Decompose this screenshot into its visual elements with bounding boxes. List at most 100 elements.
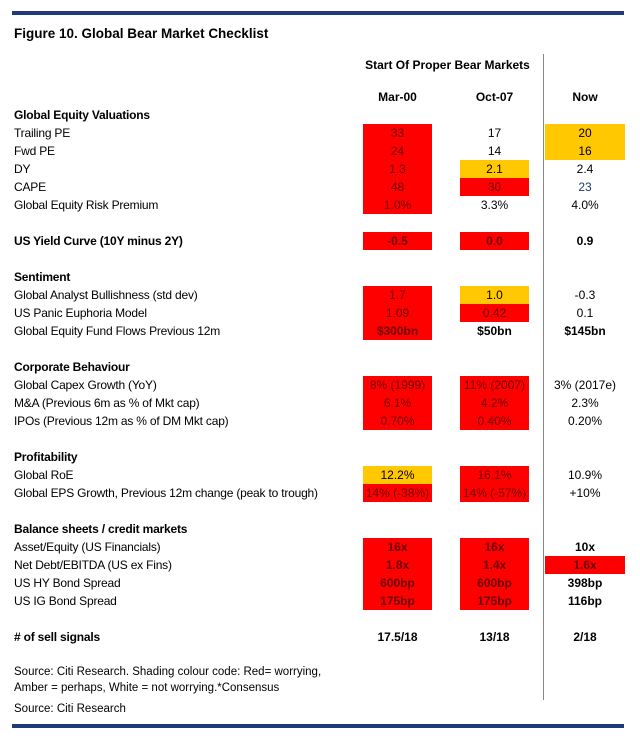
value-cell: 16x	[460, 538, 529, 556]
value-cell: 0.20%	[567, 414, 603, 428]
value-cell: 600bp	[363, 574, 432, 592]
value-cell: 14% (-57%)	[460, 484, 529, 502]
value-cell: 1.4x	[460, 556, 529, 574]
row-label: US IG Bond Spread	[14, 594, 117, 608]
value-cell: 14	[487, 144, 502, 158]
value-cell: 1.3	[363, 160, 432, 178]
value-cell: 0.40%	[460, 412, 529, 430]
value-cell: 175bp	[460, 592, 529, 610]
table-row: CAPE 48 30 23	[14, 178, 634, 196]
value-cell: 3% (2017e)	[553, 378, 617, 392]
section-header: Global Equity Valuations	[14, 106, 634, 124]
section-title: Corporate Behaviour	[14, 360, 130, 374]
value-cell: $145bn	[564, 324, 606, 338]
row-label: Fwd PE	[14, 144, 55, 158]
bottom-rule	[12, 724, 624, 728]
row-label: DY	[14, 162, 31, 176]
value-cell: 2.1	[460, 160, 529, 178]
row-label: Asset/Equity (US Financials)	[14, 540, 161, 554]
section-title: # of sell signals	[14, 630, 100, 644]
value-cell: 4.2%	[460, 394, 529, 412]
column-group-header: Start Of Proper Bear Markets	[365, 58, 530, 72]
value-cell: 398bp	[567, 576, 603, 590]
figure-title: Figure 10. Global Bear Market Checklist	[14, 26, 269, 41]
table-row: M&A (Previous 6m as % of Mkt cap) 6.1% 4.2…	[14, 394, 634, 412]
spacer	[14, 610, 634, 628]
section-title: Balance sheets / credit markets	[14, 522, 188, 536]
spacer	[14, 250, 634, 268]
section-title: US Yield Curve (10Y minus 2Y)	[14, 234, 183, 248]
value-cell: 10.9%	[567, 468, 603, 482]
top-rule	[12, 11, 624, 15]
table-row: Global Equity Fund Flows Previous 12m $30…	[14, 322, 634, 340]
value-cell: 12.2%	[363, 466, 432, 484]
table-row: Asset/Equity (US Financials) 16x 16x 10x	[14, 538, 634, 556]
value-cell: 17	[487, 126, 502, 140]
section-header: Profitability	[14, 448, 634, 466]
section-title: Profitability	[14, 450, 78, 464]
table-row: Global Analyst Bullishness (std dev) 1.7 1…	[14, 286, 634, 304]
row-label: US HY Bond Spread	[14, 576, 121, 590]
value-cell: 0.0	[460, 232, 529, 250]
value-cell: 16x	[363, 538, 432, 556]
value-cell: 600bp	[460, 574, 529, 592]
value-cell: 8% (1999)	[363, 376, 432, 394]
table-row: US Panic Euphoria Model 1.09 0.42 0.1	[14, 304, 634, 322]
value-cell: 6.1%	[363, 394, 432, 412]
table-row: Net Debt/EBITDA (US ex Fins) 1.8x 1.4x 1.6x	[14, 556, 634, 574]
value-cell: 17.5/18	[377, 630, 418, 644]
value-cell: -0.5	[363, 232, 432, 250]
row-label: CAPE	[14, 180, 46, 194]
value-cell: +10%	[569, 486, 601, 500]
value-cell: 0.1	[576, 306, 594, 320]
value-cell: 16.1%	[460, 466, 529, 484]
column-header-oct-07: Oct-07	[475, 90, 514, 104]
row-label: Global Equity Fund Flows Previous 12m	[14, 324, 221, 338]
table-row: US HY Bond Spread 600bp 600bp 398bp	[14, 574, 634, 592]
note-line: Source: Citi Research. Shading colour co…	[14, 666, 322, 678]
row-label: M&A (Previous 6m as % of Mkt cap)	[14, 396, 200, 410]
value-cell: 30	[460, 178, 529, 196]
table-row: Global Equity Risk Premium 1.0% 3.3% 4.0%	[14, 196, 634, 214]
table-row: Fwd PE 24 14 16	[14, 142, 634, 160]
value-cell: 1.8x	[363, 556, 432, 574]
row-label: IPOs (Previous 12m as % of DM Mkt cap)	[14, 414, 229, 428]
row-label: Net Debt/EBITDA (US ex Fins)	[14, 558, 172, 572]
row-label: Global Analyst Bullishness (std dev)	[14, 288, 198, 302]
row-label: Global RoE	[14, 468, 74, 482]
value-cell: 10x	[574, 540, 596, 554]
value-cell: $50bn	[477, 324, 512, 338]
value-cell: -0.3	[574, 288, 596, 302]
section-title: Sentiment	[14, 270, 71, 284]
table-row: IPOs (Previous 12m as % of DM Mkt cap) 0.…	[14, 412, 634, 430]
value-cell: 0.9	[576, 234, 594, 248]
section-header: Corporate Behaviour	[14, 358, 634, 376]
spacer	[14, 340, 634, 358]
value-cell: 24	[363, 142, 432, 160]
row-label: US Panic Euphoria Model	[14, 306, 147, 320]
spacer	[14, 502, 634, 520]
table-row: US IG Bond Spread 175bp 175bp 116bp	[14, 592, 634, 610]
table-row: Global Capex Growth (YoY) 8% (1999) 11% (2…	[14, 376, 634, 394]
spacer	[14, 214, 634, 232]
value-cell: 14% (-38%)	[363, 484, 432, 502]
value-cell: 11% (2007)	[460, 376, 529, 394]
value-cell: 175bp	[363, 592, 432, 610]
value-cell: 20	[545, 124, 625, 142]
row-label: Global Capex Growth (YoY)	[14, 378, 157, 392]
value-cell: 1.09	[363, 304, 432, 322]
column-header-mar-00: Mar-00	[378, 90, 417, 104]
value-cell: 2.4	[576, 162, 594, 176]
section-header: Balance sheets / credit markets	[14, 520, 634, 538]
value-cell: 1.7	[363, 286, 432, 304]
value-cell: 116bp	[567, 594, 603, 608]
table-row: Trailing PE 33 17 20	[14, 124, 634, 142]
value-cell: 16	[545, 142, 625, 160]
notes: Source: Citi Research. Shading colour co…	[14, 664, 321, 696]
section-header: # of sell signals 17.5/18 13/18 2/18	[14, 628, 634, 646]
section-header: Sentiment	[14, 268, 634, 286]
value-cell: 0.70%	[363, 412, 432, 430]
column-divider	[543, 54, 544, 700]
value-cell: 23	[578, 180, 592, 194]
